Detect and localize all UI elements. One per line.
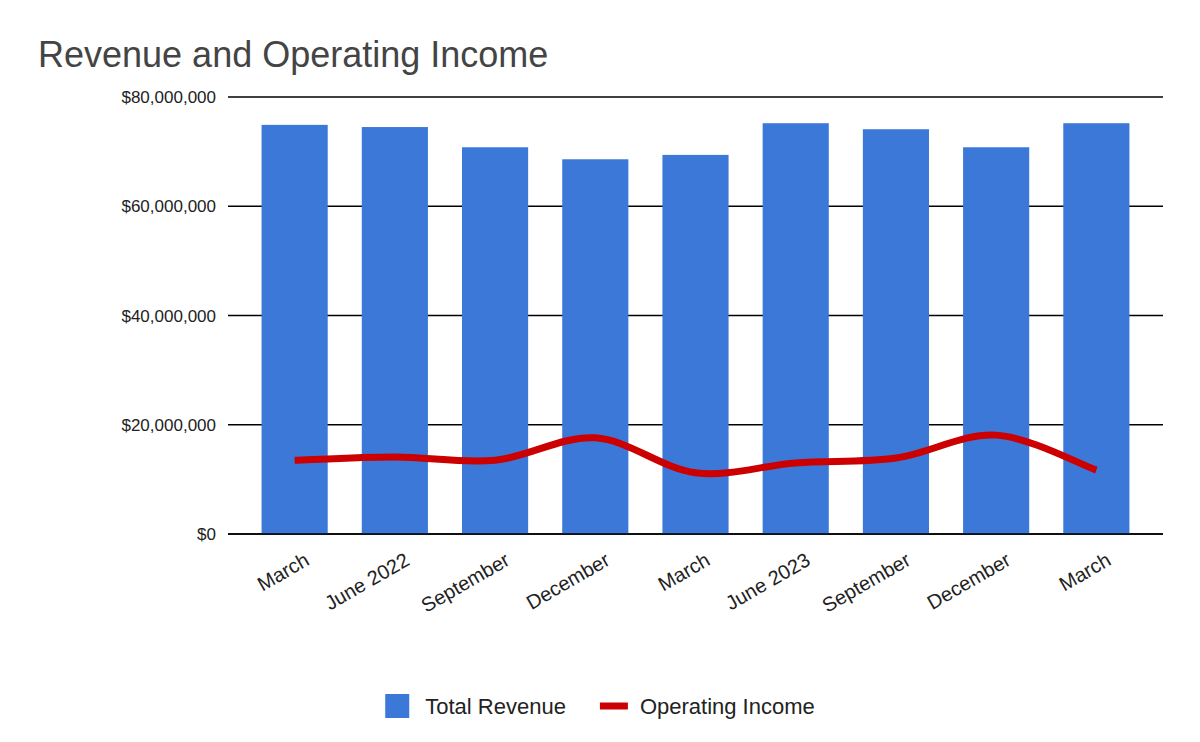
bar: [963, 147, 1029, 534]
legend-item: Total Revenue: [385, 694, 566, 719]
plot-marks: [262, 123, 1130, 534]
legend-item: Operating Income: [600, 694, 815, 719]
x-tick-label: September: [818, 548, 914, 616]
grid-line: [228, 96, 1163, 97]
x-tick-label: September: [417, 548, 513, 616]
x-tick-label: June 2022: [321, 548, 413, 614]
legend: Total Revenue Operating Income: [385, 694, 815, 719]
bar: [763, 123, 829, 534]
grid-line: [228, 533, 1163, 534]
legend-swatch: [385, 694, 409, 718]
bar: [462, 147, 528, 534]
x-axis-line: [228, 533, 1163, 535]
legend-swatch: [600, 703, 628, 710]
chart-title: Revenue and Operating Income: [38, 34, 548, 75]
grid: [228, 97, 1163, 534]
bar: [262, 125, 328, 534]
bar: [662, 155, 728, 534]
bar: [362, 127, 428, 534]
bar: [863, 129, 929, 534]
y-tick-label: $20,000,000: [121, 416, 216, 435]
chart-container: Revenue and Operating Income $0 $20,000,00…: [0, 0, 1200, 742]
x-tick-label: December: [522, 548, 613, 613]
y-tick-label: $0: [197, 525, 216, 544]
bar: [562, 159, 628, 534]
bar: [1063, 123, 1129, 534]
x-tick-label: March: [254, 548, 313, 595]
y-tick-label: $80,000,000: [121, 88, 216, 107]
x-tick-label: March: [1055, 548, 1114, 595]
y-tick-label: $60,000,000: [121, 197, 216, 216]
line: [295, 435, 1097, 474]
x-tick-label: December: [923, 548, 1014, 613]
chart-svg: Revenue and Operating Income $0 $20,000,00…: [0, 0, 1200, 742]
x-tick-label: March: [654, 548, 713, 595]
y-tick-label: $40,000,000: [121, 307, 216, 326]
legend-label: Total Revenue: [425, 694, 566, 719]
legend-label: Operating Income: [640, 694, 815, 719]
x-tick-label: June 2023: [722, 548, 814, 614]
